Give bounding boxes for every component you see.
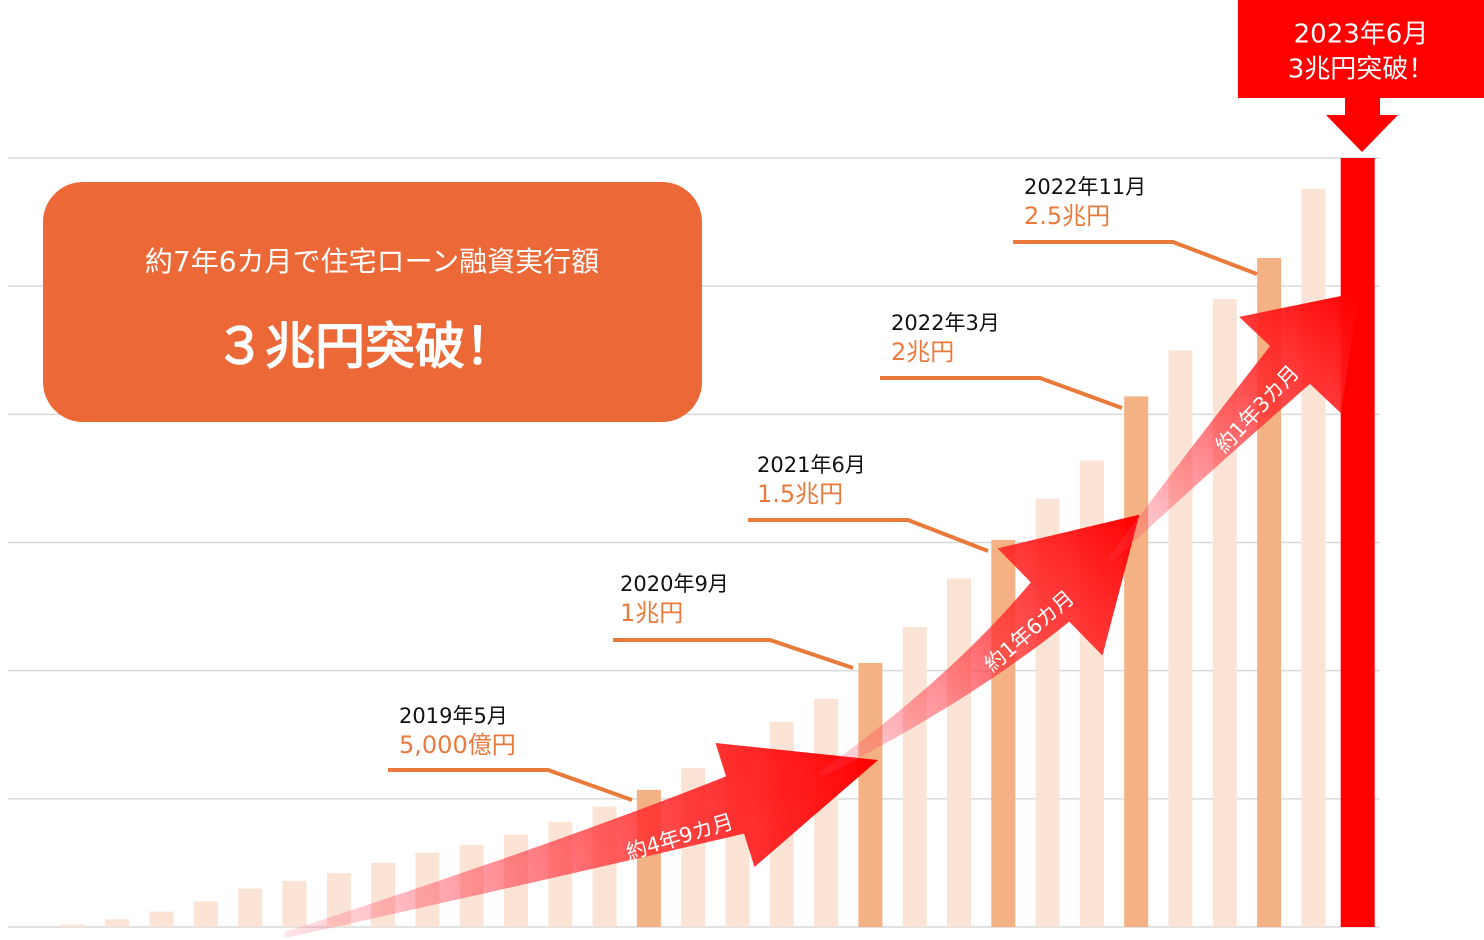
annotation-amount: 2兆円: [891, 338, 954, 366]
bar: [105, 919, 130, 927]
bar: [1124, 396, 1149, 927]
annotation-amount: 2.5兆円: [1024, 202, 1110, 230]
annotation-line: [613, 638, 854, 670]
annotation-amount: 1.5兆円: [757, 480, 843, 508]
annotation-line: [880, 376, 1123, 410]
bar: [814, 698, 839, 927]
bar: [902, 627, 927, 927]
annotation-amount: 5,000億円: [399, 731, 516, 759]
annotation-amount: 1兆円: [620, 599, 683, 627]
callout-arrow: [1326, 98, 1398, 152]
callout-text: 3兆円突破！: [1288, 55, 1435, 85]
bar: [1212, 298, 1237, 927]
bar: [947, 578, 971, 927]
annotation-date: 2021年6月: [757, 453, 866, 477]
growth-arrow: [1107, 292, 1359, 562]
callout-date: 2023年6月: [1294, 20, 1429, 50]
bar: [1340, 158, 1375, 927]
annotation-line: [1013, 240, 1258, 276]
callout-box: [1238, 0, 1484, 98]
annotation-line: [748, 518, 989, 553]
headline-box: [43, 182, 702, 422]
annotation-date: 2019年5月: [399, 704, 508, 728]
bar: [238, 888, 263, 927]
bar: [1168, 350, 1193, 927]
bar: [1301, 188, 1326, 927]
bar: [149, 911, 174, 927]
annotation-date: 2020年9月: [620, 572, 729, 596]
headline-title: ３兆円突破！: [215, 318, 515, 376]
annotation-date: 2022年3月: [891, 311, 1000, 335]
annotation-line: [388, 768, 633, 802]
bar: [193, 901, 218, 927]
annotation-date: 2022年11月: [1024, 175, 1146, 199]
growth-arrow: [818, 514, 1140, 778]
bar: [858, 662, 883, 927]
headline-subtitle: 約7年6カ月で住宅ローン融資実行額: [145, 245, 599, 278]
growth-arrow: [284, 742, 879, 938]
bar: [282, 880, 307, 927]
bar: [61, 924, 85, 927]
bar: [991, 539, 1016, 927]
